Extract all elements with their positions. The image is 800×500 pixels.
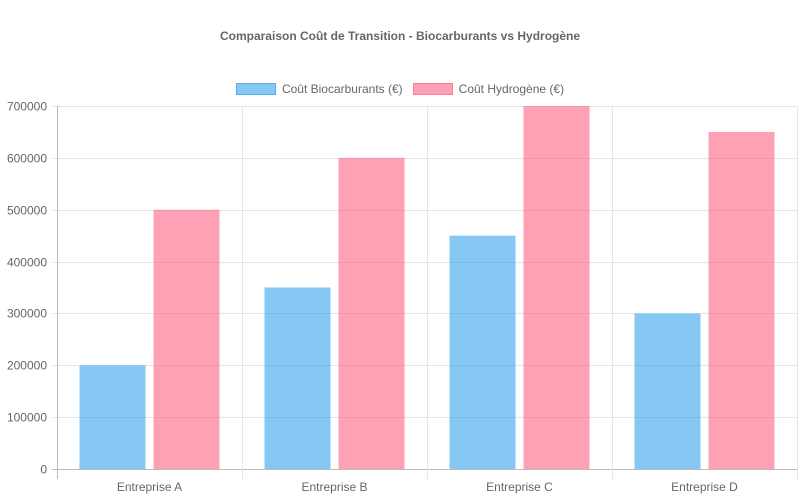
- legend-label-hydrogene: Coût Hydrogène (€): [458, 82, 565, 96]
- legend-item-biocarburants[interactable]: Coût Biocarburants (€): [235, 82, 403, 96]
- bar-biocarburants[interactable]: [79, 365, 146, 469]
- y-tick-label: 0: [40, 463, 47, 477]
- chart-title: Comparaison Coût de Transition - Biocarb…: [219, 29, 581, 43]
- legend-swatch-biocarburants: [235, 83, 276, 95]
- legend-item-hydrogene[interactable]: Coût Hydrogène (€): [412, 82, 565, 96]
- legend-label-biocarburants: Coût Biocarburants (€): [281, 82, 403, 96]
- x-tick-label: Entreprise C: [486, 480, 553, 494]
- x-tick-label: Entreprise B: [301, 480, 367, 494]
- bar-hydrogene[interactable]: [338, 157, 405, 469]
- chart-legend: Coût Biocarburants (€) Coût Hydrogène (€…: [0, 82, 800, 96]
- y-tick-label: 400000: [7, 256, 47, 270]
- legend-swatch-hydrogene: [412, 83, 453, 95]
- y-tick-label: 100000: [7, 411, 47, 425]
- x-tick-label: Entreprise A: [117, 480, 182, 494]
- bar-biocarburants[interactable]: [449, 235, 516, 469]
- bar-hydrogene[interactable]: [708, 131, 775, 469]
- bar-hydrogene[interactable]: [153, 209, 220, 469]
- bar-biocarburants[interactable]: [264, 287, 331, 470]
- y-tick-label: 700000: [7, 100, 47, 114]
- y-tick-label: 200000: [7, 359, 47, 373]
- y-tick-label: 300000: [7, 307, 47, 321]
- y-tick-label: 500000: [7, 204, 47, 218]
- bar-biocarburants[interactable]: [634, 313, 701, 469]
- x-tick-label: Entreprise D: [671, 480, 738, 494]
- bar-hydrogene[interactable]: [523, 106, 590, 469]
- y-tick-label: 600000: [7, 152, 47, 166]
